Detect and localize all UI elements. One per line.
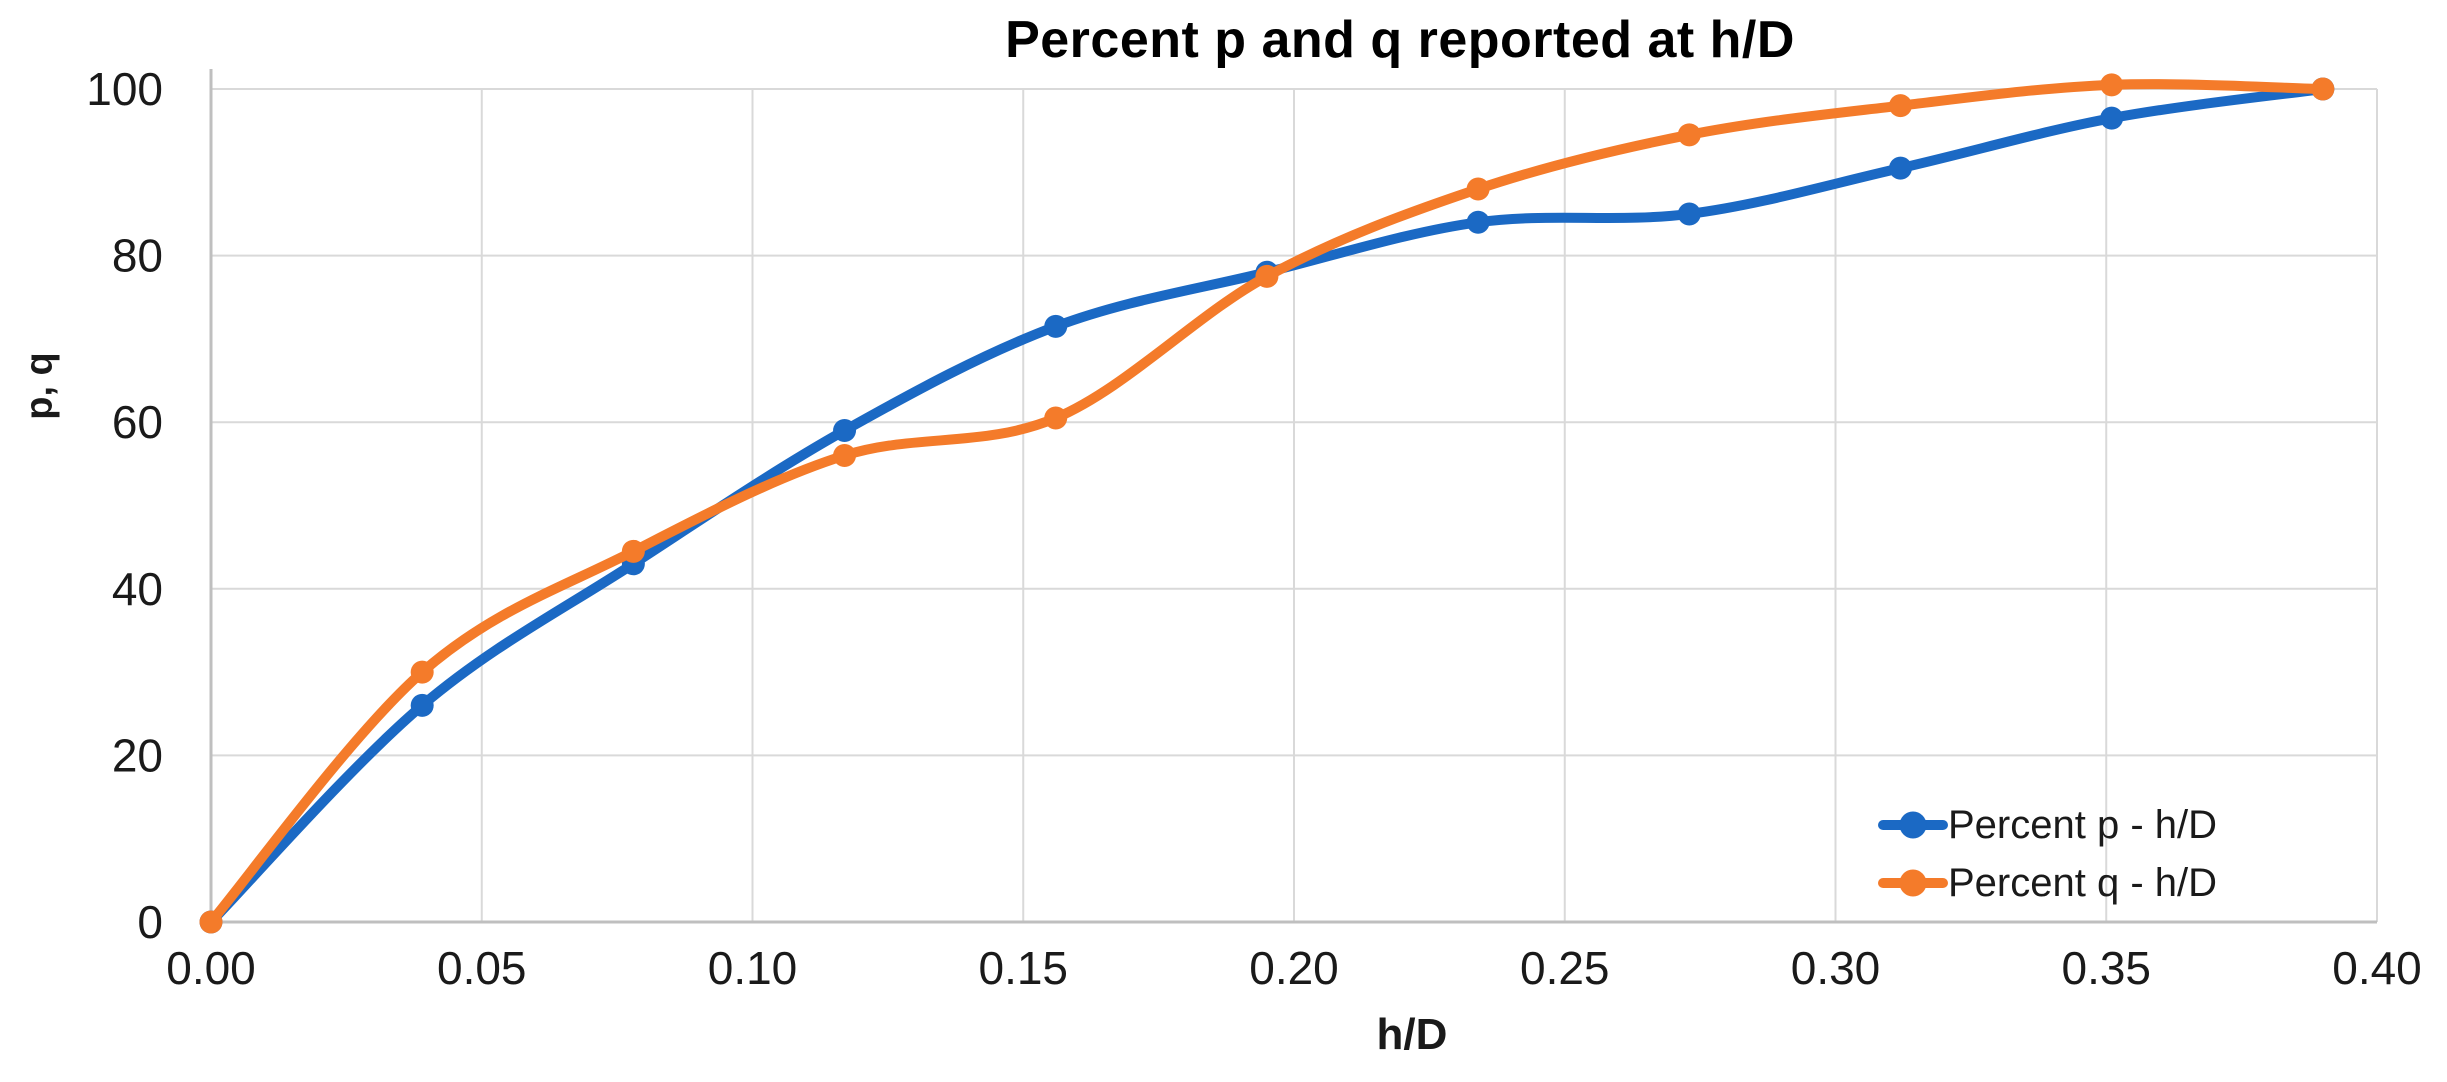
x-tick-label: 0.30	[1791, 942, 1881, 994]
legend-line-marker-icon	[1878, 858, 1948, 908]
data-point-marker	[1888, 94, 1912, 118]
data-point-marker	[1466, 177, 1490, 201]
series-line-percent-q	[206, 79, 2328, 927]
chart-title: Percent p and q reported at h/D	[1005, 11, 1795, 69]
legend: Percent p - h/D Percent q - h/D	[1878, 800, 2217, 908]
y-tick-label: 40	[112, 563, 163, 615]
x-tick-label: 0.25	[1520, 942, 1610, 994]
data-point-marker	[1255, 264, 1279, 288]
data-point-marker	[2100, 73, 2124, 97]
legend-item-percent-p: Percent p - h/D	[1878, 800, 2217, 850]
data-point-marker	[1466, 210, 1490, 234]
legend-line-marker-icon	[1878, 800, 1948, 850]
x-axis-title: h/D	[1376, 1010, 1448, 1059]
y-tick-label: 0	[137, 896, 163, 948]
data-point-marker	[2100, 106, 2124, 130]
x-tick-label: 0.40	[2332, 942, 2422, 994]
data-point-marker	[1677, 202, 1701, 226]
data-point-marker	[410, 660, 434, 684]
data-point-marker	[199, 910, 223, 934]
data-point-marker	[833, 419, 857, 443]
x-tick-label: 0.10	[708, 942, 798, 994]
data-point-marker	[1044, 314, 1068, 338]
data-point-marker	[621, 539, 645, 563]
x-tick-label: 0.20	[1249, 942, 1339, 994]
x-tick-label: 0.35	[2061, 942, 2151, 994]
legend-label-percent-p: Percent p - h/D	[1948, 803, 2218, 847]
y-tick-label: 60	[112, 396, 163, 448]
data-point-marker	[410, 693, 434, 717]
data-point-marker	[1044, 406, 1068, 430]
legend-label-percent-q: Percent q - h/D	[1948, 861, 2218, 905]
y-tick-label: 80	[112, 230, 163, 282]
data-point-marker	[833, 444, 857, 468]
y-tick-label: 100	[86, 63, 163, 115]
x-tick-label: 0.15	[978, 942, 1068, 994]
legend-item-percent-q: Percent q - h/D	[1878, 858, 2217, 908]
y-tick-label: 20	[112, 729, 163, 781]
data-point-marker	[1888, 156, 1912, 180]
y-axis-title: p, q	[18, 352, 61, 420]
x-tick-label: 0.05	[437, 942, 527, 994]
data-point-marker	[1677, 123, 1701, 147]
series-line-percent-p	[206, 84, 2328, 927]
data-point-marker	[2311, 77, 2335, 101]
x-tick-label: 0.00	[166, 942, 256, 994]
